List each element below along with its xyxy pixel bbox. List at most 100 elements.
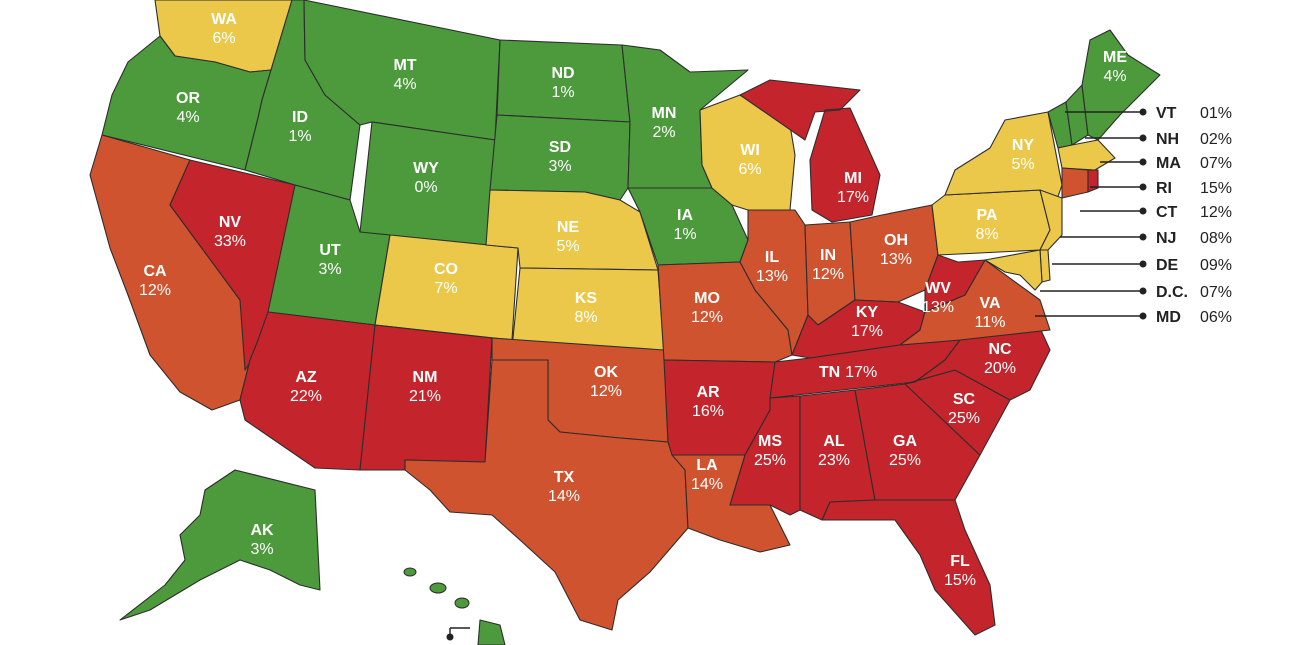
callout-value: 01% [1200, 105, 1232, 122]
state-shape-tx[interactable] [404, 359, 689, 631]
callout-abbr: CT [1156, 204, 1178, 221]
callout-dot [1139, 183, 1147, 191]
callout-value: 08% [1200, 230, 1232, 247]
state-label-inline: TN 17% [819, 364, 877, 381]
callout-abbr: D.C. [1156, 284, 1188, 301]
state-label-ar: AR 16% [692, 384, 724, 420]
state-abbr: TN [819, 364, 840, 381]
state-value: 4% [393, 76, 416, 93]
state-abbr: WV [925, 280, 951, 297]
state-value: 17% [845, 364, 877, 381]
state-value: 11% [975, 314, 1006, 331]
callout-abbr: NJ [1156, 230, 1176, 247]
state-shape-md[interactable] [984, 249, 1043, 291]
state-label-nc: NC 20% [984, 341, 1016, 377]
state-abbr: CO [434, 261, 458, 278]
state-value: 1% [288, 128, 311, 145]
state-label-sd: SD 3% [548, 139, 571, 175]
callout-value: 15% [1200, 180, 1232, 197]
state-value: 16% [692, 403, 724, 420]
state-abbr: NM [413, 369, 438, 386]
callout-ma: MA 07% [1100, 155, 1232, 172]
state-value: 3% [250, 541, 273, 558]
state-shape-ri[interactable] [1087, 169, 1099, 193]
callout-dot [1139, 233, 1147, 241]
state-abbr: TX [554, 469, 575, 486]
state-abbr: IA [677, 207, 693, 224]
state-value: 12% [139, 282, 171, 299]
callout-dot [1139, 260, 1147, 268]
state-label-al: AL 23% [818, 433, 850, 469]
state-value: 33% [214, 233, 246, 250]
callout-value: 02% [1200, 131, 1232, 148]
state-shape-mi[interactable] [739, 79, 881, 223]
state-label-ia: IA 1% [673, 207, 696, 243]
state-value: 4% [176, 109, 199, 126]
state-shape-ak[interactable] [119, 469, 321, 621]
state-shape-il[interactable] [739, 209, 809, 356]
state-abbr: WY [413, 160, 439, 177]
island-shape [429, 582, 447, 594]
callout-value: 09% [1200, 257, 1232, 274]
state-label-ak: AK 3% [250, 522, 274, 558]
callout-abbr: NH [1156, 131, 1179, 148]
callout-abbr: VT [1156, 105, 1177, 122]
callout-abbr: DE [1156, 257, 1179, 274]
state-shape-hi[interactable] [477, 619, 506, 645]
state-abbr: KY [856, 304, 879, 321]
state-shapes [89, 0, 1161, 645]
state-value: 6% [212, 30, 235, 47]
state-label-fl: FL 15% [944, 553, 976, 589]
state-label-wi: WI 6% [738, 142, 761, 178]
state-abbr: AR [696, 384, 720, 401]
state-value: 7% [434, 280, 457, 297]
state-shape-me[interactable] [1081, 29, 1161, 141]
state-value: 6% [738, 161, 761, 178]
callout-dot [1139, 158, 1147, 166]
state-shape-nc[interactable] [904, 327, 1051, 401]
state-label-mn: MN 2% [652, 105, 677, 141]
state-abbr: FL [950, 553, 970, 570]
state-value: 14% [691, 476, 723, 493]
state-shape-ct[interactable] [1061, 167, 1089, 199]
state-value: 5% [1011, 156, 1034, 173]
state-label-wa: WA 6% [211, 11, 237, 47]
state-abbr: KS [575, 290, 598, 307]
state-abbr: NE [557, 219, 580, 236]
state-abbr: MO [694, 290, 720, 307]
state-abbr: MS [758, 433, 782, 450]
state-abbr: SC [953, 391, 976, 408]
callout-md: MD 06% [1035, 309, 1232, 326]
island-shape [454, 597, 470, 609]
state-abbr: GA [893, 433, 917, 450]
callout-nh: NH 02% [1085, 131, 1232, 148]
state-abbr: WA [211, 11, 237, 28]
state-label-ms: MS 25% [754, 433, 786, 469]
state-value: 8% [975, 226, 998, 243]
state-labels: WA 6% OR 4% CA 12% NV 33% ID 1% MT 4% WY 0% UT 3% CO 7% AZ… [139, 11, 1127, 589]
state-value: 5% [556, 238, 579, 255]
state-value: 14% [548, 488, 580, 505]
state-value: 3% [318, 261, 341, 278]
state-abbr: AZ [295, 369, 317, 386]
state-value: 20% [984, 360, 1016, 377]
state-label-mt: MT 4% [393, 57, 416, 93]
hawaii-islands [403, 567, 470, 609]
state-abbr: SD [549, 139, 571, 156]
state-label-wv: WV 13% [922, 280, 954, 316]
callout-ri: RI 15% [1090, 180, 1232, 197]
state-value: 21% [409, 388, 441, 405]
callout-dc: D.C. 07% [1040, 284, 1232, 301]
state-shape-fl[interactable] [821, 499, 996, 636]
state-abbr: ND [551, 65, 574, 82]
callout-dot [1139, 287, 1147, 295]
state-value: 13% [880, 251, 912, 268]
state-abbr: NY [1012, 137, 1035, 154]
state-value: 0% [414, 179, 437, 196]
state-value: 12% [590, 383, 622, 400]
state-value: 23% [818, 452, 850, 469]
state-shape-ga[interactable] [854, 383, 981, 501]
state-label-pa: PA 8% [975, 207, 998, 243]
